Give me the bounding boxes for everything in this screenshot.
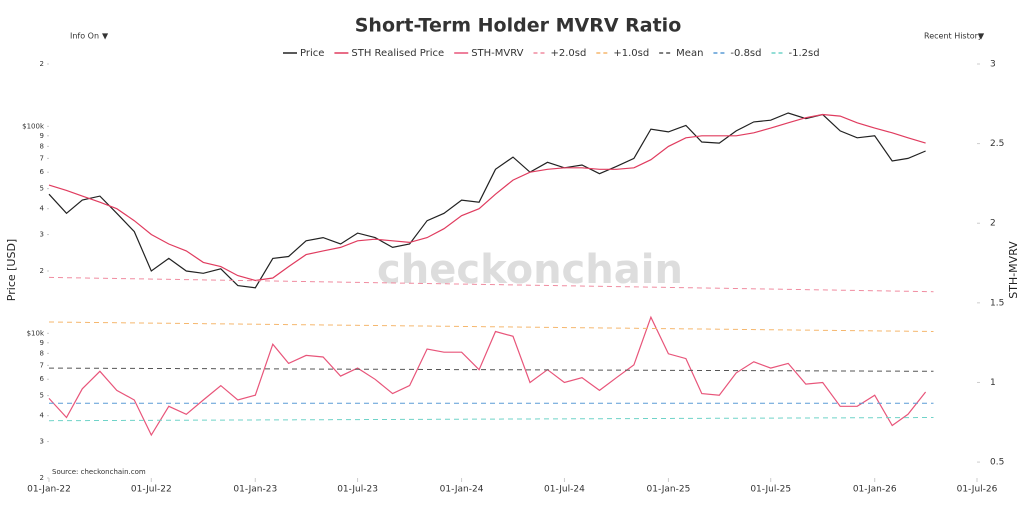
legend-label: STH Realised Price (351, 48, 444, 59)
series-line (48, 113, 926, 282)
x-tick-label: 01-Jan-25 (647, 485, 691, 495)
y-tick-label: $10k (27, 329, 45, 337)
source-note: Source: checkonchain.com (52, 468, 146, 476)
y-tick-label: 4 (40, 412, 45, 420)
x-tick-label: 01-Jul-23 (337, 485, 378, 495)
y2-tick-label: 2 (990, 219, 996, 229)
legend-label: STH-MVRV (471, 48, 523, 59)
y2-axis-title: STH-MVRV (1007, 241, 1020, 299)
legend-label: -1.2sd (789, 48, 820, 59)
x-tick-label: 01-Jul-22 (131, 485, 172, 495)
range-selector[interactable]: Recent History ▼ (924, 32, 985, 41)
y-tick-label: 5 (40, 185, 44, 193)
legend-label: +2.0sd (550, 48, 586, 59)
control-label[interactable]: Info On (70, 32, 99, 41)
y-tick-label: 9 (40, 132, 44, 140)
y-tick-label: 5 (40, 392, 44, 400)
x-tick-label: 01-Jul-25 (750, 485, 791, 495)
y-tick-label: $100k (22, 122, 45, 130)
y-tick-label: 7 (40, 154, 44, 162)
control-label[interactable]: Recent History (924, 32, 983, 41)
watermark: checkonchain (377, 247, 683, 293)
y-tick-label: 3 (40, 231, 44, 239)
x-tick-label: 01-Jan-24 (440, 485, 484, 495)
chart-title: Short-Term Holder MVRV Ratio (355, 15, 682, 37)
y-tick-label: 7 (40, 361, 44, 369)
y-axis-title: Price [USD] (5, 239, 18, 301)
y-tick-label: 9 (40, 339, 44, 347)
band-line (48, 321, 934, 332)
y-tick-label: 8 (40, 349, 44, 357)
y2-tick-label: 1 (990, 378, 996, 388)
x-tick-label: 01-Jan-23 (233, 485, 277, 495)
series-line (48, 315, 927, 437)
dropdown-arrow[interactable]: ▼ (102, 32, 109, 41)
x-tick-label: 01-Jul-26 (957, 485, 998, 495)
y2-tick-label: 3 (990, 60, 996, 70)
y-tick-label: 6 (40, 168, 45, 176)
x-tick-label: 01-Jul-24 (544, 485, 585, 495)
legend-label: Mean (676, 48, 703, 59)
band-line (48, 367, 934, 372)
band-line (48, 276, 934, 293)
legend-label: Price (300, 48, 324, 59)
x-tick-label: 01-Jan-22 (27, 485, 71, 495)
y-tick-label: 4 (40, 205, 45, 213)
y-tick-label: 3 (40, 438, 44, 446)
legend-label: -0.8sd (730, 48, 761, 59)
y2-tick-label: 0.5 (990, 458, 1004, 468)
y-tick-label: 2 (40, 474, 44, 482)
band-line (48, 417, 934, 422)
dropdown-arrow[interactable]: ▼ (978, 32, 985, 41)
info-toggle[interactable]: Info On ▼ (70, 32, 109, 41)
y-tick-label: 2 (40, 267, 44, 275)
y-tick-label: 2 (40, 60, 44, 68)
x-tick-label: 01-Jan-26 (853, 485, 897, 495)
y-tick-label: 6 (40, 375, 45, 383)
y-tick-label: 8 (40, 142, 44, 150)
legend-label: +1.0sd (613, 48, 649, 59)
y2-tick-label: 1.5 (990, 298, 1004, 308)
series-line (48, 112, 926, 289)
y2-tick-label: 2.5 (990, 139, 1004, 149)
